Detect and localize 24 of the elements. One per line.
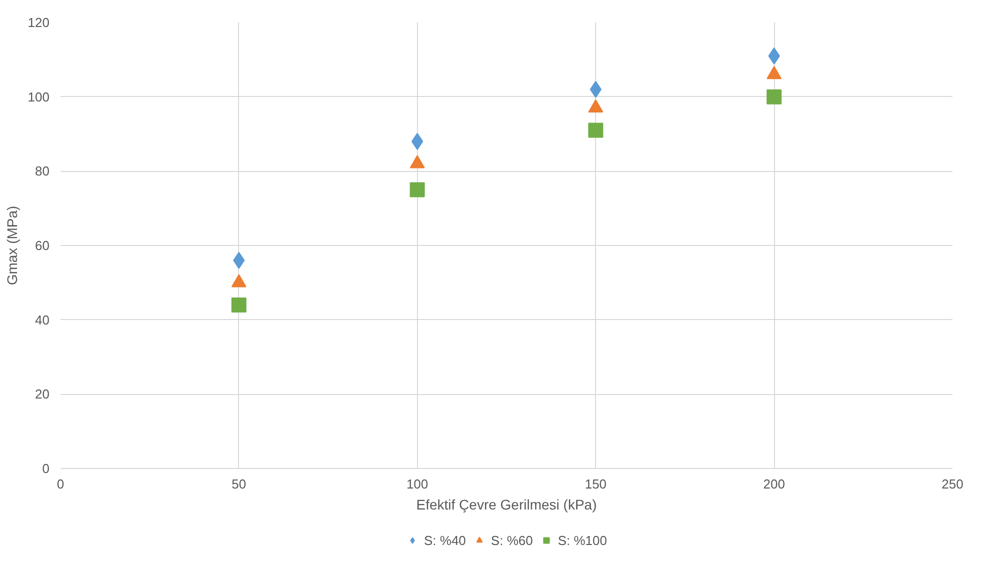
x-tick-label: 100 — [406, 476, 428, 492]
y-tick-label: 20 — [35, 386, 50, 402]
y-tick-label: 0 — [42, 461, 50, 476]
legend-label: S: %60 — [490, 532, 533, 548]
y-axis-title: Gmax (MPa) — [4, 206, 20, 286]
x-axis-title: Efektif Çevre Gerilmesi (kPa) — [416, 496, 597, 512]
x-tick-label: 0 — [56, 476, 64, 492]
point — [588, 122, 604, 138]
y-tick-label: 120 — [28, 15, 50, 30]
point — [590, 80, 602, 98]
legend-label: S: %40 — [424, 532, 466, 548]
x-tick-label: 200 — [763, 476, 785, 492]
y-tick-label: 60 — [35, 238, 50, 253]
point — [231, 297, 246, 312]
y-tick-label: 40 — [35, 312, 50, 328]
y-tick-label: 100 — [28, 89, 50, 104]
point — [411, 132, 424, 150]
y-tick-label: 80 — [35, 164, 50, 179]
point — [410, 182, 425, 198]
x-tick-label: 50 — [232, 476, 246, 492]
x-tick-label: 150 — [584, 476, 607, 492]
legend-label: S: %100 — [558, 532, 607, 548]
point — [766, 89, 782, 104]
x-tick-label: 250 — [942, 476, 964, 492]
